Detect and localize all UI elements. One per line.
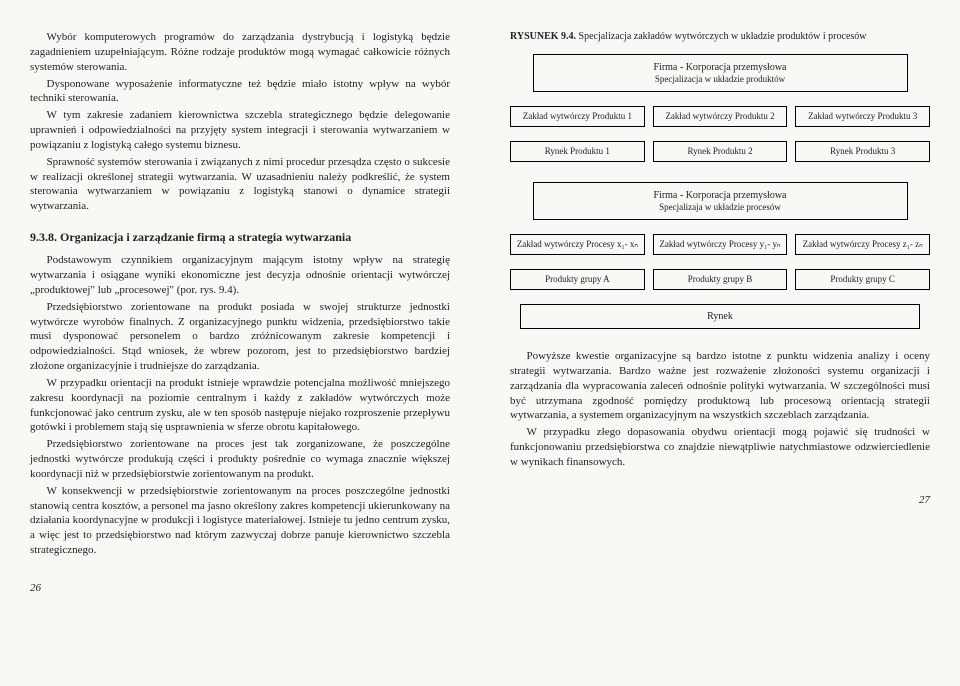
plant-node: Zakład wytwórczy Procesy y₁- yₙ <box>653 234 788 255</box>
product-group-row: Produkty grupy A Produkty grupy B Produk… <box>510 269 930 290</box>
product-group-node: Produkty grupy B <box>653 269 788 290</box>
body-text: Podstawowym czynnikiem organizacyjnym ma… <box>30 253 450 298</box>
firm-title: Firma - Korporacja przemysłowa <box>542 61 899 74</box>
plant-node: Zakład wytwórczy Produktu 2 <box>653 106 788 127</box>
product-group-node: Produkty grupy C <box>795 269 930 290</box>
diagram-processes: Firma - Korporacja przemysłowa Specjaliz… <box>510 182 930 329</box>
body-text: Wybór komputerowych programów do zarządz… <box>30 30 450 75</box>
body-text: W przypadku orientacji na produkt istnie… <box>30 376 450 435</box>
body-text: Przedsiębiorstwo zorientowane na proces … <box>30 437 450 482</box>
market-row: Rynek Produktu 1 Rynek Produktu 2 Rynek … <box>510 141 930 162</box>
body-text: W konsekwencji w przedsiębiorstwie zorie… <box>30 484 450 558</box>
figure-text: Specjalizacja zakładów wytwórczych w ukł… <box>579 31 867 42</box>
body-text: Dysponowane wyposażenie informatyczne te… <box>30 77 450 107</box>
product-group-node: Produkty grupy A <box>510 269 645 290</box>
body-text: Sprawność systemów sterowania i związany… <box>30 155 450 214</box>
firm-box: Firma - Korporacja przemysłowa Specjaliz… <box>533 54 908 93</box>
plant-row: Zakład wytwórczy Procesy x₁- xₙ Zakład w… <box>510 234 930 255</box>
firm-title: Firma - Korporacja przemysłowa <box>542 189 899 202</box>
plant-row: Zakład wytwórczy Produktu 1 Zakład wytwó… <box>510 106 930 127</box>
body-text: Przedsiębiorstwo zorientowane na produkt… <box>30 300 450 374</box>
body-text: W przypadku złego dopasowania obydwu ori… <box>510 425 930 470</box>
right-page: RYSUNEK 9.4. Specjalizacja zakładów wytw… <box>500 20 940 604</box>
market-node: Rynek Produktu 3 <box>795 141 930 162</box>
market-node: Rynek Produktu 2 <box>653 141 788 162</box>
body-text: Powyższe kwestie organizacyjne są bardzo… <box>510 349 930 423</box>
firm-subtitle: Specjalizacja w układzie produktów <box>542 74 899 86</box>
body-text: W tym zakresie zadaniem kierownictwa szc… <box>30 108 450 153</box>
plant-node: Zakład wytwórczy Produktu 1 <box>510 106 645 127</box>
firm-subtitle: Specjalizaja w układzie procesów <box>542 202 899 214</box>
page-number: 26 <box>30 582 450 594</box>
market-node: Rynek Produktu 1 <box>510 141 645 162</box>
firm-box: Firma - Korporacja przemysłowa Specjaliz… <box>533 182 908 221</box>
diagram-products: Firma - Korporacja przemysłowa Specjaliz… <box>510 54 930 162</box>
figure-label: RYSUNEK 9.4. <box>510 31 576 42</box>
market-full: Rynek <box>520 304 920 329</box>
section-heading: 9.3.8. Organizacja i zarządzanie firmą a… <box>30 230 450 245</box>
plant-node: Zakład wytwórczy Procesy z₁- zₙ <box>795 234 930 255</box>
page-number: 27 <box>510 494 930 506</box>
plant-node: Zakład wytwórczy Produktu 3 <box>795 106 930 127</box>
left-page: Wybór komputerowych programów do zarządz… <box>20 20 460 604</box>
figure-caption: RYSUNEK 9.4. Specjalizacja zakładów wytw… <box>510 30 930 44</box>
plant-node: Zakład wytwórczy Procesy x₁- xₙ <box>510 234 645 255</box>
